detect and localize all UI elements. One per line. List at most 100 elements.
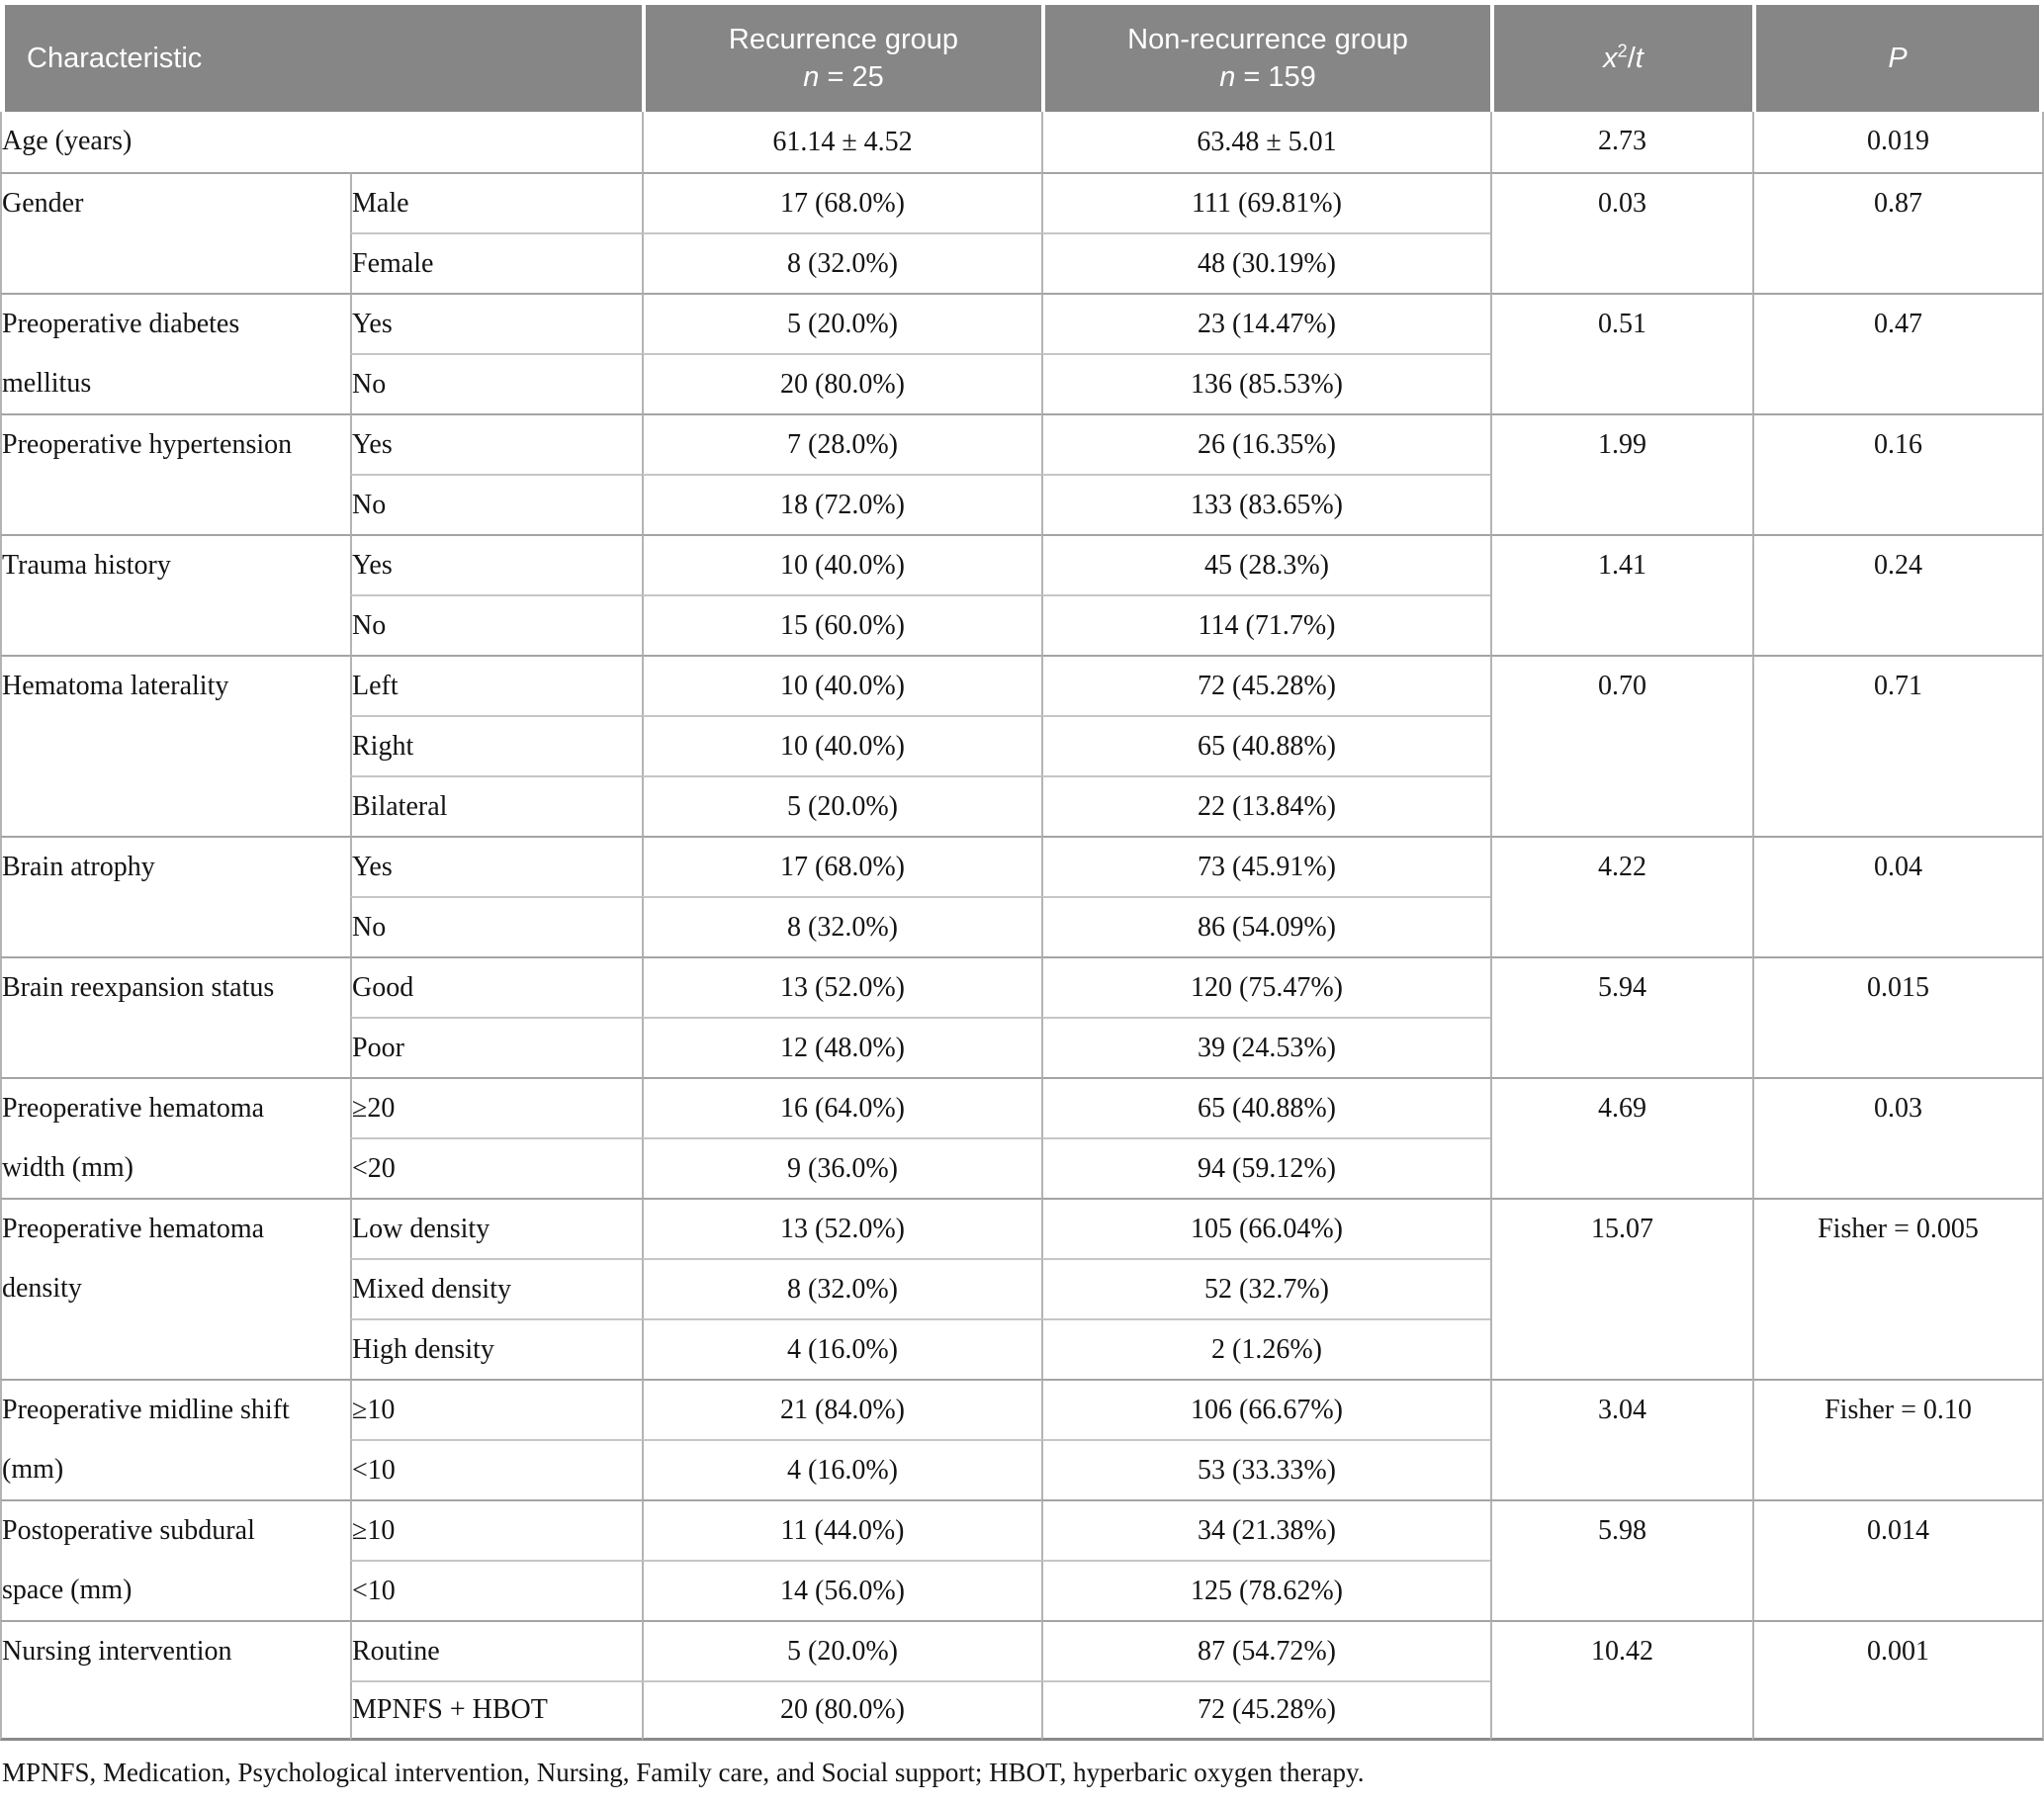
non-recurrence-value: 45 (28.3%) bbox=[1041, 534, 1490, 594]
table-row: Gender Male 17 (68.0%) 111 (69.81%) 0.03… bbox=[0, 172, 2044, 293]
row-sublabel: Poor bbox=[350, 1017, 642, 1077]
table-row: No 18 (72.0%) 133 (83.65%) bbox=[0, 474, 2044, 534]
row-sublabel: Bilateral bbox=[350, 775, 642, 836]
row-sublabel: No bbox=[350, 474, 642, 534]
non-recurrence-value: 105 (66.04%) bbox=[1041, 1198, 1490, 1258]
p-value: 0.04 bbox=[1752, 836, 2044, 956]
table-row: Nursing intervention Routine 5 (20.0%) 8… bbox=[0, 1620, 2044, 1741]
row-label: Trauma history bbox=[0, 534, 350, 655]
non-recurrence-value: 87 (54.72%) bbox=[1041, 1620, 1490, 1680]
non-recurrence-value: 23 (14.47%) bbox=[1041, 293, 1490, 353]
table-row: Trauma history Yes 10 (40.0%) 45 (28.3%)… bbox=[0, 534, 2044, 655]
recurrence-value: 10 (40.0%) bbox=[642, 534, 1041, 594]
table-row: <10 4 (16.0%) 53 (33.33%) bbox=[0, 1439, 2044, 1499]
row-label: Preoperative hematoma density bbox=[0, 1198, 350, 1379]
row-sublabel: Routine bbox=[350, 1620, 642, 1680]
chi-square-value: 10.42 bbox=[1490, 1620, 1752, 1741]
table-row: No 20 (80.0%) 136 (85.53%) bbox=[0, 353, 2044, 413]
recurrence-value: 12 (48.0%) bbox=[642, 1017, 1041, 1077]
non-recurrence-value: 26 (16.35%) bbox=[1041, 413, 1490, 474]
non-recurrence-group-title: Non-recurrence group bbox=[1127, 24, 1408, 55]
recurrence-value: 8 (32.0%) bbox=[642, 1258, 1041, 1318]
row-sublabel: High density bbox=[350, 1318, 642, 1379]
recurrence-value: 14 (56.0%) bbox=[642, 1560, 1041, 1620]
non-recurrence-value: 65 (40.88%) bbox=[1041, 715, 1490, 775]
table-row: <20 9 (36.0%) 94 (59.12%) bbox=[0, 1137, 2044, 1198]
recurrence-value: 10 (40.0%) bbox=[642, 715, 1041, 775]
recurrence-value: 61.14 ± 4.52 bbox=[642, 112, 1041, 172]
row-sublabel: Yes bbox=[350, 293, 642, 353]
non-recurrence-value: 106 (66.67%) bbox=[1041, 1379, 1490, 1439]
table-row: Female 8 (32.0%) 48 (30.19%) bbox=[0, 232, 2044, 293]
row-sublabel: ≥20 bbox=[350, 1077, 642, 1137]
non-recurrence-value: 111 (69.81%) bbox=[1041, 172, 1490, 232]
table-row: Preoperative hematoma width (mm) ≥20 16 … bbox=[0, 1077, 2044, 1198]
table-row: No 8 (32.0%) 86 (54.09%) bbox=[0, 896, 2044, 956]
table-row: High density 4 (16.0%) 2 (1.26%) bbox=[0, 1318, 2044, 1379]
non-recurrence-value: 114 (71.7%) bbox=[1041, 594, 1490, 655]
column-header-p-value: P bbox=[1752, 0, 2044, 112]
row-sublabel: No bbox=[350, 896, 642, 956]
non-recurrence-value: 22 (13.84%) bbox=[1041, 775, 1490, 836]
recurrence-value: 17 (68.0%) bbox=[642, 172, 1041, 232]
non-recurrence-value: 72 (45.28%) bbox=[1041, 1680, 1490, 1741]
column-header-non-recurrence-group: Non-recurrence group n = 159 bbox=[1041, 0, 1490, 112]
table-row: Brain reexpansion status Good 13 (52.0%)… bbox=[0, 956, 2044, 1077]
row-label: Brain reexpansion status bbox=[0, 956, 350, 1077]
table-row: Bilateral 5 (20.0%) 22 (13.84%) bbox=[0, 775, 2044, 836]
recurrence-value: 10 (40.0%) bbox=[642, 655, 1041, 715]
p-value: 0.015 bbox=[1752, 956, 2044, 1077]
row-sublabel: Mixed density bbox=[350, 1258, 642, 1318]
row-label: Brain atrophy bbox=[0, 836, 350, 956]
recurrence-value: 8 (32.0%) bbox=[642, 896, 1041, 956]
table-row: Preoperative diabetes mellitus Yes 5 (20… bbox=[0, 293, 2044, 413]
row-sublabel: Yes bbox=[350, 413, 642, 474]
non-recurrence-value: 63.48 ± 5.01 bbox=[1041, 112, 1490, 172]
p-value: 0.16 bbox=[1752, 413, 2044, 534]
non-recurrence-value: 94 (59.12%) bbox=[1041, 1137, 1490, 1198]
recurrence-value: 9 (36.0%) bbox=[642, 1137, 1041, 1198]
recurrence-value: 20 (80.0%) bbox=[642, 1680, 1041, 1741]
p-value: 0.019 bbox=[1752, 112, 2044, 172]
chi-square-value: 1.99 bbox=[1490, 413, 1752, 534]
non-recurrence-value: 73 (45.91%) bbox=[1041, 836, 1490, 896]
chi-square-value: 5.94 bbox=[1490, 956, 1752, 1077]
row-sublabel: <10 bbox=[350, 1439, 642, 1499]
column-header-characteristic: Characteristic bbox=[0, 0, 642, 112]
recurrence-value: 5 (20.0%) bbox=[642, 1620, 1041, 1680]
chi-square-value: 0.03 bbox=[1490, 172, 1752, 293]
row-sublabel: Low density bbox=[350, 1198, 642, 1258]
row-sublabel: Male bbox=[350, 172, 642, 232]
row-label: Nursing intervention bbox=[0, 1620, 350, 1741]
non-recurrence-value: 48 (30.19%) bbox=[1041, 232, 1490, 293]
non-recurrence-value: 53 (33.33%) bbox=[1041, 1439, 1490, 1499]
p-value: Fisher = 0.005 bbox=[1752, 1198, 2044, 1379]
non-recurrence-value: 120 (75.47%) bbox=[1041, 956, 1490, 1017]
row-label: Preoperative diabetes mellitus bbox=[0, 293, 350, 413]
non-recurrence-value: 72 (45.28%) bbox=[1041, 655, 1490, 715]
p-value: 0.03 bbox=[1752, 1077, 2044, 1198]
row-sublabel: Yes bbox=[350, 534, 642, 594]
recurrence-value: 5 (20.0%) bbox=[642, 293, 1041, 353]
table-row: Brain atrophy Yes 17 (68.0%) 73 (45.91%)… bbox=[0, 836, 2044, 956]
chi-square-value: 2.73 bbox=[1490, 112, 1752, 172]
row-sublabel: Good bbox=[350, 956, 642, 1017]
table-row: Age (years) 61.14 ± 4.52 63.48 ± 5.01 2.… bbox=[0, 112, 2044, 172]
recurrence-value: 21 (84.0%) bbox=[642, 1379, 1041, 1439]
row-sublabel: <20 bbox=[350, 1137, 642, 1198]
row-label: Preoperative hypertension bbox=[0, 413, 350, 534]
chi-square-value: 4.22 bbox=[1490, 836, 1752, 956]
non-recurrence-value: 34 (21.38%) bbox=[1041, 1499, 1490, 1560]
chi-square-value: 4.69 bbox=[1490, 1077, 1752, 1198]
table-row: MPNFS + HBOT 20 (80.0%) 72 (45.28%) bbox=[0, 1680, 2044, 1741]
row-label: Gender bbox=[0, 172, 350, 293]
row-sublabel: Yes bbox=[350, 836, 642, 896]
recurrence-value: 4 (16.0%) bbox=[642, 1439, 1041, 1499]
recurrence-value: 8 (32.0%) bbox=[642, 232, 1041, 293]
table-header-row: Characteristic Recurrence group n = 25 N… bbox=[0, 0, 2044, 112]
p-value: 0.87 bbox=[1752, 172, 2044, 293]
row-label: Hematoma laterality bbox=[0, 655, 350, 836]
p-value: 0.71 bbox=[1752, 655, 2044, 836]
chi-square-value: 0.51 bbox=[1490, 293, 1752, 413]
table-row: <10 14 (56.0%) 125 (78.62%) bbox=[0, 1560, 2044, 1620]
